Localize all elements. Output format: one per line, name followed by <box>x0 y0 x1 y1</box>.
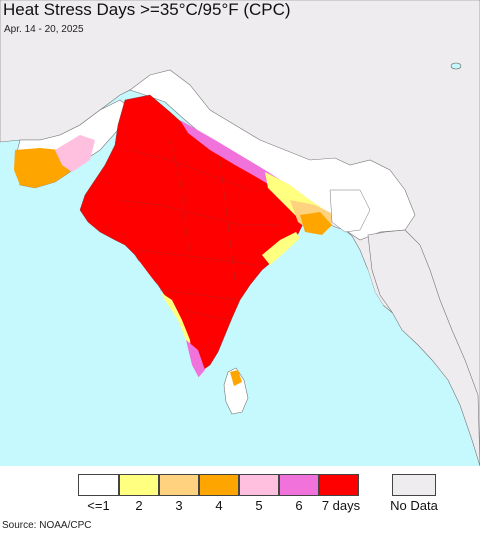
legend-label-3: 3 <box>175 498 183 513</box>
heat-stress-map <box>0 0 480 466</box>
lake <box>450 62 462 70</box>
bengal-orange <box>300 212 332 235</box>
source-credit: Source: NOAA/CPC <box>2 520 92 531</box>
legend: <=1 2 3 4 5 6 7 days No Data <box>0 466 480 516</box>
legend-swatch-6 <box>279 474 319 496</box>
sri-lanka-orange <box>230 370 242 386</box>
bay-of-bengal <box>240 238 480 466</box>
map-panel: Heat Stress Days >=35°C/95°F (CPC) Apr. … <box>0 0 480 466</box>
legend-label-6: 6 <box>295 498 303 513</box>
kerala-pink <box>186 340 205 378</box>
legend-swatch-5 <box>239 474 279 496</box>
legend-swatch-2 <box>119 474 159 496</box>
legend-label-le1: <=1 <box>87 498 110 513</box>
north-fringe-pink <box>180 120 285 190</box>
legend-label-no-data: No Data <box>390 498 438 513</box>
legend-label-5: 5 <box>255 498 263 513</box>
legend-label-7: 7 days <box>321 498 361 513</box>
arabian-sea <box>0 190 200 466</box>
legend-swatch-4 <box>199 474 239 496</box>
legend-label-2: 2 <box>135 498 143 513</box>
state-borders <box>119 139 280 321</box>
myanmar-land <box>367 229 480 466</box>
legend-label-4: 4 <box>215 498 223 513</box>
pakistan-pink <box>55 135 95 172</box>
sri-lanka <box>223 367 249 415</box>
pakistan-coast-orange <box>14 148 72 188</box>
legend-swatch-7 <box>319 474 359 496</box>
east-coast-yellow <box>262 232 300 265</box>
map-title: Heat Stress Days >=35°C/95°F (CPC) <box>3 0 291 19</box>
bangladesh-white <box>329 189 371 233</box>
legend-swatch-no-data <box>392 474 436 496</box>
legend-swatch-le1 <box>78 474 119 496</box>
date-range: Apr. 14 - 20, 2025 <box>4 24 84 35</box>
legend-swatch-3 <box>159 474 199 496</box>
